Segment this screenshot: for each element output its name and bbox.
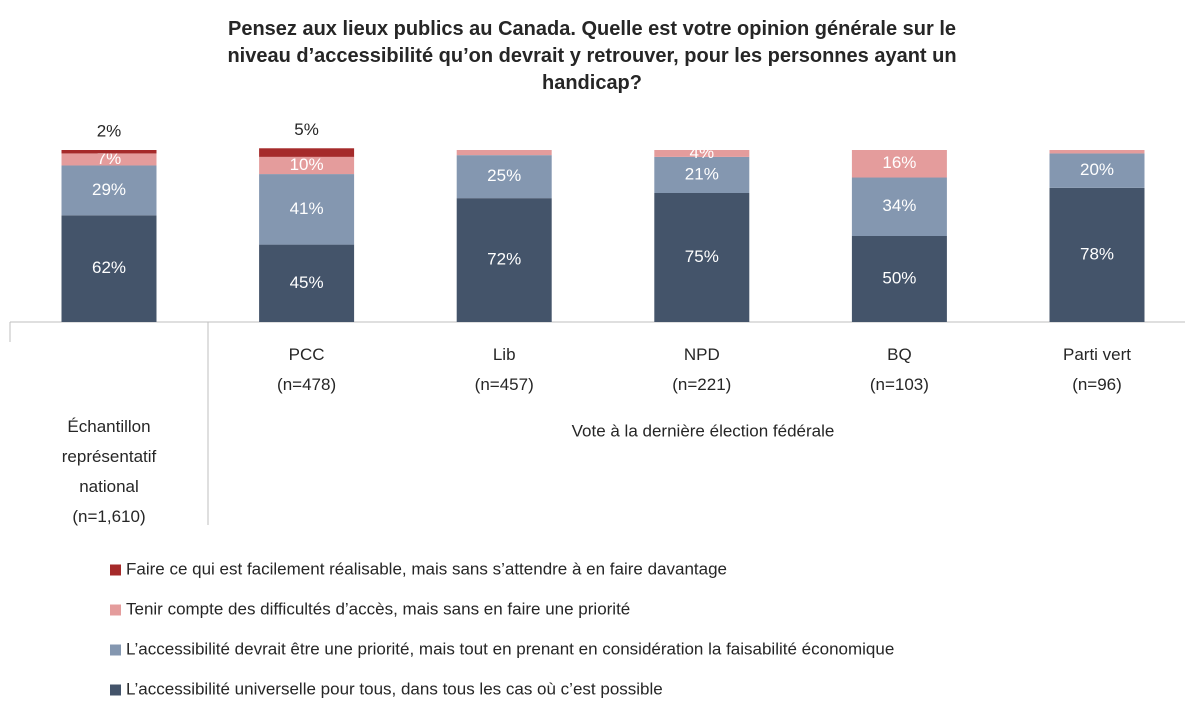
bar-segment [456,198,552,322]
bar-segment [259,156,355,175]
bar-segment [851,150,947,178]
data-label: 10% [290,155,324,174]
x-tick-label: Échantillon représentatif national (n=1,610… [62,417,157,526]
x-tick-label: Parti vert (n=96) [1063,345,1131,394]
legend-swatch [110,684,121,696]
legend-label: L’accessibilité universelle pour tous, d… [126,679,663,698]
data-label: 2% [97,121,122,140]
bar-segment [1049,153,1145,188]
data-label: 20% [1080,160,1114,179]
data-label: 45% [290,273,324,292]
bar-segment [259,174,355,245]
bar-segment [654,156,750,193]
data-label: 4% [690,143,715,162]
x-tick-label: PCC (n=478) [277,345,336,394]
x-tick-label: Lib (n=457) [475,345,534,394]
data-label: 16% [882,153,916,172]
bar-segment [851,177,947,236]
data-label: 7% [97,149,122,168]
x-tick-label: NPD (n=221) [672,345,731,394]
group-label: Vote à la dernière élection fédérale [572,421,835,440]
data-label: 72% [487,250,521,269]
data-label: 34% [882,196,916,215]
bar-segment [1049,150,1145,154]
legend-swatch [110,604,121,616]
bar-segment [654,193,750,322]
bar-segment [654,150,750,157]
bar-segment [61,215,157,322]
data-label: 78% [1080,244,1114,263]
legend-swatch [110,644,121,656]
legend-label: Faire ce qui est facilement réalisable, … [126,559,727,578]
legend-swatch [110,564,121,576]
bar-segment [259,244,355,322]
bar-segment [1049,187,1145,322]
bar-segment [61,153,157,166]
bar-segment [851,236,947,322]
legend-label: L’accessibilité devrait être une priorit… [126,639,894,658]
data-label: 75% [685,247,719,266]
data-label: 50% [882,268,916,287]
data-label: 29% [92,180,126,199]
data-label: 62% [92,258,126,277]
bar-segment [61,165,157,216]
bar-segment [259,148,355,157]
x-tick-label: BQ (n=103) [870,345,929,394]
chart-title: Pensez aux lieux publics au Canada. Quel… [227,18,956,94]
bar-segment [456,150,552,156]
bar-segment [456,155,552,199]
bar-segment [61,150,157,154]
data-label: 41% [290,199,324,218]
data-label: 5% [294,120,319,139]
data-label: 21% [685,164,719,183]
legend-label: Tenir compte des difficultés d’accès, ma… [126,599,630,618]
data-label: 25% [487,166,521,185]
